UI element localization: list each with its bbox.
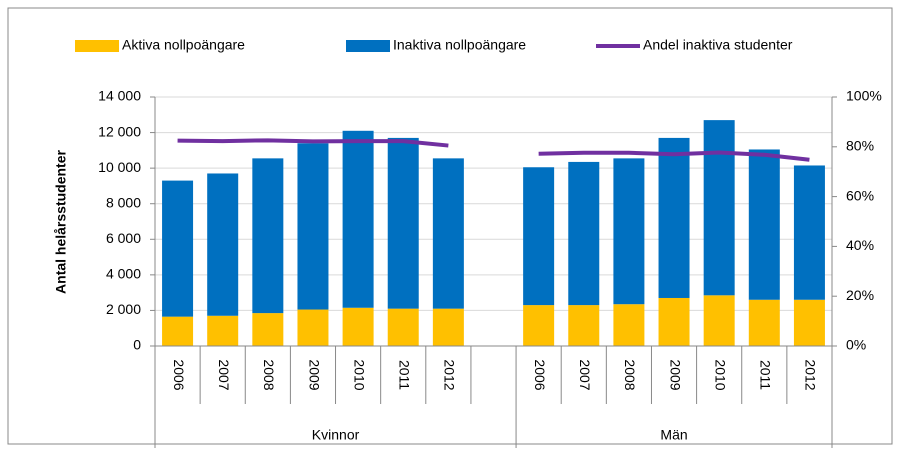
x-tick-label: 2011	[397, 360, 413, 390]
x-tick-label: 2009	[306, 359, 322, 390]
bar-segment	[658, 297, 690, 346]
legend-label: Aktiva nollpoängare	[122, 37, 245, 53]
legend-swatch	[75, 40, 119, 52]
y-axis-title: Antal helårsstudenter	[53, 149, 69, 293]
bar-segment	[748, 149, 780, 300]
group-label: Män	[660, 427, 687, 443]
bar-segment	[297, 143, 329, 310]
x-tick-label: 2009	[667, 359, 683, 390]
bar-segment	[613, 304, 645, 346]
bar-segment	[342, 307, 374, 346]
y-tick-label: 8 000	[106, 194, 141, 210]
x-tick-label: 2007	[216, 359, 232, 390]
x-tick-label: 2012	[442, 359, 458, 390]
bar-segment	[432, 308, 464, 346]
bar-segment	[523, 167, 555, 306]
line-series	[177, 138, 810, 162]
bar-segment	[207, 173, 239, 316]
x-tick-label: 2011	[758, 360, 774, 390]
bar-segment	[162, 180, 194, 317]
y2-tick-label: 0%	[846, 337, 866, 353]
bar-segment	[162, 316, 194, 346]
y2-tick-label: 40%	[846, 237, 874, 253]
y-tick-label: 4 000	[106, 266, 141, 282]
bar-segment	[207, 315, 239, 346]
bar-segment	[523, 305, 555, 346]
bar-segment	[658, 137, 690, 298]
x-tick-label: 2008	[261, 359, 277, 390]
bar-segment	[387, 137, 419, 309]
x-tick-label: 2007	[577, 359, 593, 390]
bar-segment	[432, 158, 464, 309]
y2-tick-label: 80%	[846, 138, 874, 154]
bar-segment	[252, 158, 284, 314]
x-tick-label: 2010	[351, 359, 367, 390]
bar-segment	[793, 165, 825, 300]
bar-segment	[748, 299, 780, 346]
y-tick-label: 12 000	[98, 123, 141, 139]
x-tick-label: 2006	[532, 359, 548, 390]
y2-tick-label: 100%	[846, 88, 882, 104]
x-tick-label: 2006	[171, 359, 187, 390]
y-tick-label: 6 000	[106, 230, 141, 246]
bar-segment	[568, 161, 600, 306]
x-tick-label: 2010	[712, 359, 728, 390]
y-tick-label: 10 000	[98, 159, 141, 175]
y2-tick-label: 60%	[846, 187, 874, 203]
legend-swatch	[346, 40, 390, 52]
legend-label: Inaktiva nollpoängare	[393, 37, 526, 53]
bar-segment	[297, 309, 329, 346]
y-tick-label: 14 000	[98, 88, 141, 104]
legend-label: Andel inaktiva studenter	[643, 37, 793, 53]
x-tick-label: 2008	[622, 359, 638, 390]
bar-segment	[342, 130, 374, 308]
bar-segment	[793, 299, 825, 346]
bar-segment	[252, 313, 284, 346]
bar-segment	[568, 305, 600, 346]
y-tick-label: 0	[133, 337, 141, 353]
bar-segment	[703, 120, 735, 296]
bar-segment	[387, 308, 419, 346]
y-tick-label: 2 000	[106, 301, 141, 317]
x-tick-label: 2012	[803, 359, 819, 390]
group-label: Kvinnor	[312, 427, 360, 443]
bar-segment	[703, 295, 735, 346]
bar-segment	[613, 158, 645, 305]
y2-tick-label: 20%	[846, 287, 874, 303]
